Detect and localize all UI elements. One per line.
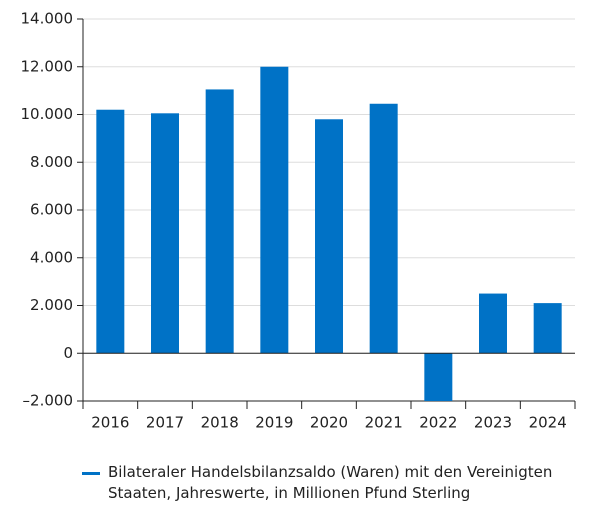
- y-tick-label: 8.000: [30, 153, 73, 171]
- y-tick-label: 14.000: [21, 10, 74, 28]
- bar: [479, 293, 507, 354]
- bar: [96, 109, 125, 354]
- x-tick-label: 2021: [365, 414, 403, 432]
- x-tick-label: 2016: [91, 414, 129, 432]
- y-tick-label: 6.000: [30, 201, 73, 219]
- x-tick-label: 2023: [474, 414, 512, 432]
- y-tick-label: 10.000: [21, 105, 74, 123]
- x-tick-label: 2024: [529, 414, 567, 432]
- bar: [315, 119, 343, 354]
- y-tick-label: 0: [63, 344, 73, 362]
- x-tick-label: 2020: [310, 414, 348, 432]
- x-tick-label: 2018: [201, 414, 239, 432]
- bar: [260, 66, 289, 354]
- x-tick-label: 2022: [419, 414, 457, 432]
- chart: –2.000 0 2.000 4.000 6.000 8.000 10.000 12.000 1…: [21, 10, 576, 432]
- x-tick-label: 2019: [255, 414, 293, 432]
- legend: Bilateraler Handelsbilanzsaldo (Waren) m…: [82, 462, 592, 504]
- y-tick-label: 4.000: [30, 248, 73, 266]
- y-tick-label: 12.000: [21, 57, 74, 75]
- legend-key: [82, 472, 100, 475]
- bar: [424, 353, 453, 401]
- bar: [151, 113, 179, 354]
- x-tick-label: 2017: [146, 414, 184, 432]
- y-tick-label: 2.000: [30, 296, 73, 314]
- bar: [533, 303, 562, 354]
- legend-label: Bilateraler Handelsbilanzsaldo (Waren) m…: [108, 463, 553, 502]
- bar: [369, 103, 398, 354]
- bar: [205, 89, 234, 354]
- y-tick-label: –2.000: [23, 392, 73, 410]
